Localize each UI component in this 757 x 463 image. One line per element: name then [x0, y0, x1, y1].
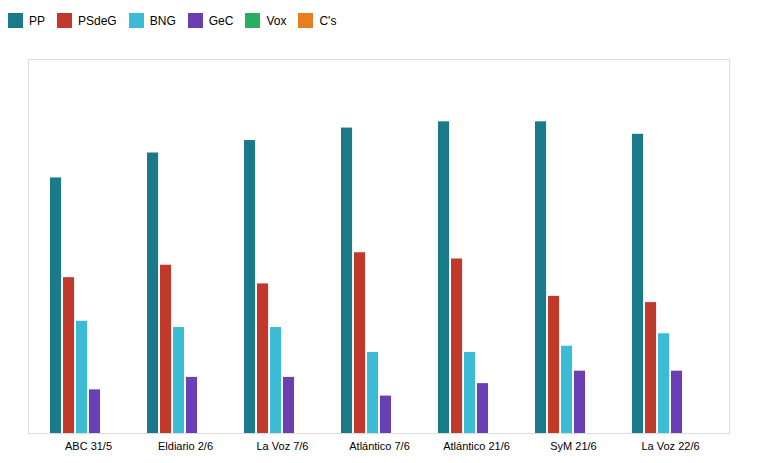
html-text:GeC: GeC: [208, 13, 234, 28]
svg-text:La Voz 22/6: La Voz 22/6: [641, 440, 699, 452]
html-text:Vox: Vox: [266, 13, 287, 28]
svg-text:Eldiario 2/6: Eldiario 2/6: [158, 440, 213, 452]
svg-text:La Voz 7/6: La Voz 7/6: [257, 440, 309, 452]
svg-text:Atlántico 7/6: Atlántico 7/6: [349, 440, 410, 452]
html-text:PP: PP: [29, 13, 45, 28]
html-text:C's: C's: [319, 13, 337, 28]
html-text:BNG: BNG: [149, 13, 176, 28]
svg-text:ABC 31/5: ABC 31/5: [65, 440, 112, 452]
svg-text:Atlántico 21/6: Atlántico 21/6: [443, 440, 510, 452]
html-text:PSdeG: PSdeG: [78, 13, 117, 28]
svg-text:SyM 21/6: SyM 21/6: [550, 440, 596, 452]
